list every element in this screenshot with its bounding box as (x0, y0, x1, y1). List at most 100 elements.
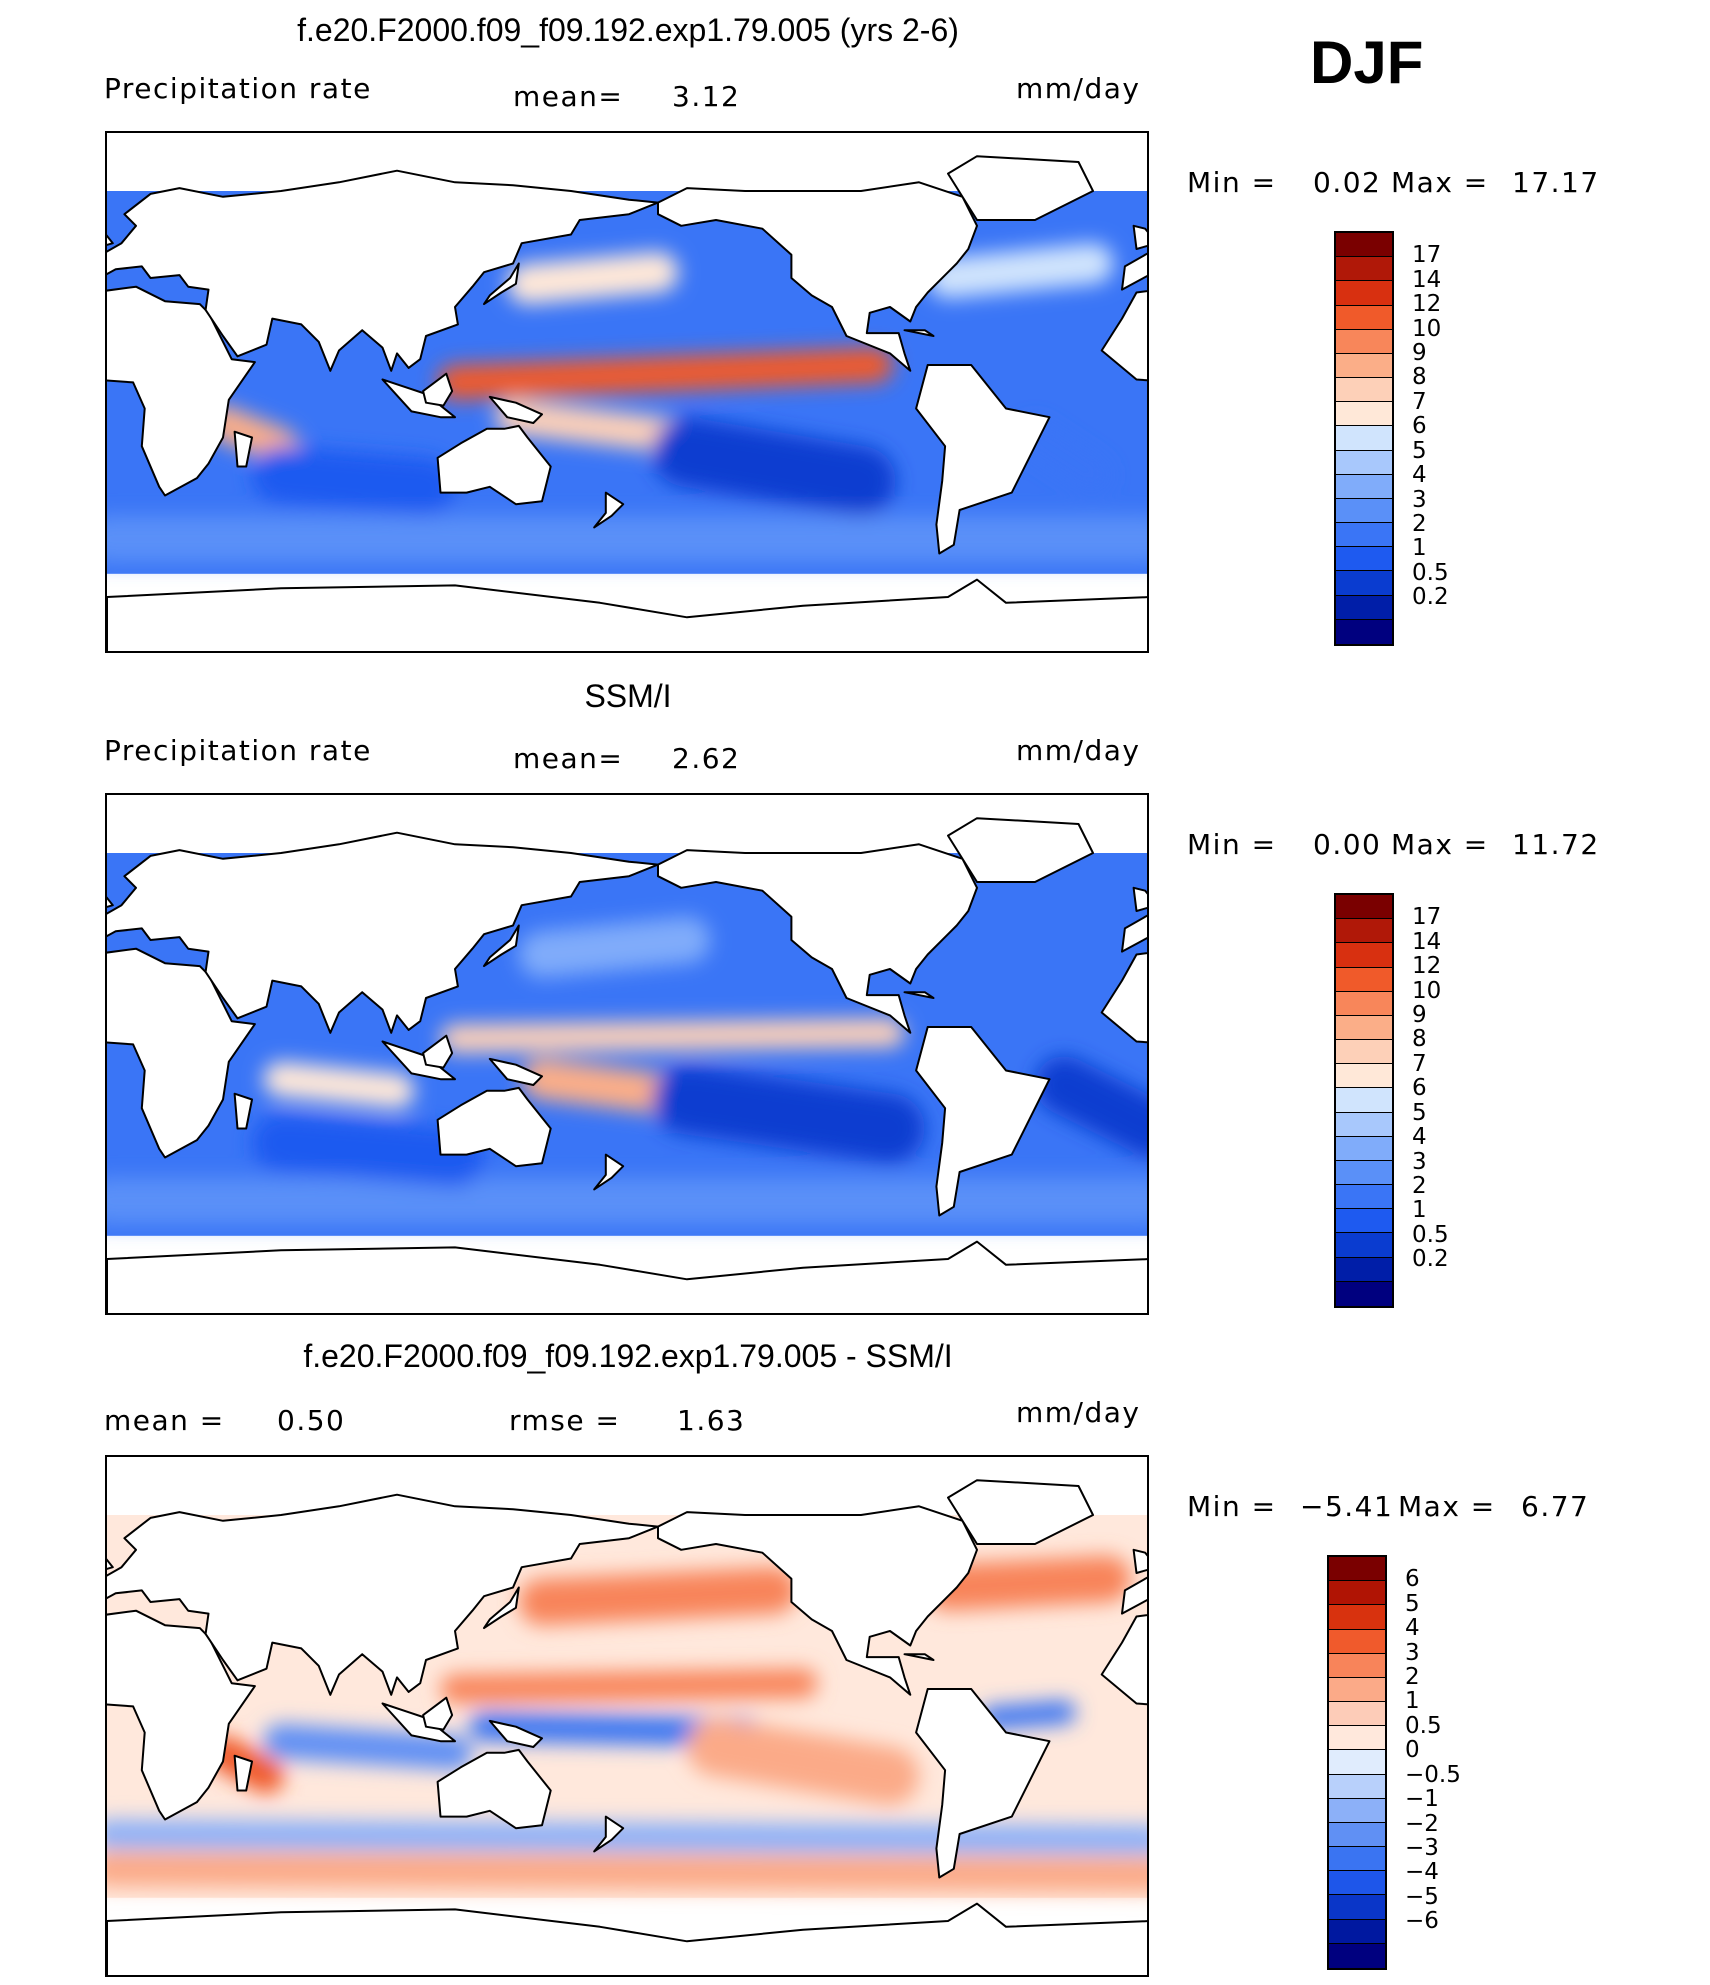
panel1-max-value: 17.17 (1512, 166, 1600, 199)
colorbar-segment (1336, 474, 1392, 499)
colorbar-tick-label: 10 (1412, 315, 1442, 342)
colorbar-tick-label: −0.5 (1405, 1761, 1461, 1788)
panel2-min-value: 0.00 (1313, 828, 1382, 861)
land-samerica (915, 1688, 1051, 1879)
land-australia (436, 1748, 552, 1830)
colorbar-tick-label: 12 (1412, 291, 1442, 318)
land-eurasia (1121, 914, 1147, 953)
panel1-min-label: Min = (1187, 166, 1277, 199)
colorbar-segment (1336, 378, 1392, 403)
colorbar-tick-label: 14 (1412, 266, 1442, 293)
field-feature (437, 347, 893, 400)
land-newguinea (488, 395, 543, 424)
colorbar-tick-label: 4 (1405, 1615, 1420, 1642)
panel1-map-svg (107, 155, 1147, 651)
panel3-title: f.e20.F2000.f09_f09.192.exp1.79.005 - SS… (303, 1338, 953, 1374)
land-cuba (903, 1653, 935, 1661)
colorbar-segment (1329, 1605, 1385, 1630)
land-antarctica (107, 578, 1147, 651)
colorbar-segment (1336, 426, 1392, 451)
colorbar-segment (1336, 943, 1392, 968)
land-uk (107, 234, 114, 246)
field-feature (927, 243, 1114, 299)
colorbar-segment (1329, 1750, 1385, 1775)
land-africa (1100, 1614, 1147, 1706)
colorbar-tick-label: 14 (1412, 928, 1442, 955)
panel3-min-value: −5.41 (1300, 1490, 1394, 1523)
colorbar-segment (1329, 1895, 1385, 1920)
panel1-title: f.e20.F2000.f09_f09.192.exp1.79.005 (yrs… (297, 12, 959, 48)
colorbar-tick-label: 0.5 (1412, 559, 1449, 586)
panel2-mean-label: mean= (513, 742, 624, 775)
colorbar-tick-label: 1 (1412, 535, 1427, 562)
panel2-colorbar (1334, 893, 1394, 1308)
colorbar-tick-label: 4 (1412, 1124, 1427, 1151)
land-newguinea (488, 1719, 543, 1748)
land-madagascar (233, 1754, 253, 1792)
panel3-rmse-label: rmse = (509, 1404, 621, 1437)
land-eurasia (1121, 252, 1147, 291)
colorbar-tick-label: −5 (1405, 1883, 1439, 1910)
field-feature (440, 1668, 818, 1704)
land-japan (483, 1586, 520, 1630)
land-uk (107, 1558, 114, 1570)
land-eurasia (1121, 1576, 1147, 1615)
colorbar-segment (1336, 967, 1392, 992)
land-madagascar (233, 1092, 253, 1130)
colorbar-segment (1329, 1581, 1385, 1606)
panel1-max-label: Max = (1391, 166, 1489, 199)
field-feature (107, 1819, 1147, 1855)
polar-mask (107, 1457, 1149, 1521)
colorbar-tick-label: 7 (1412, 388, 1427, 415)
panel3-max-value: 6.77 (1521, 1490, 1590, 1523)
field-feature (252, 1114, 484, 1187)
colorbar-segment (1336, 547, 1392, 572)
panel1-mean-label: mean= (513, 80, 624, 113)
field-feature (440, 1018, 905, 1054)
colorbar-tick-label: 0.2 (1412, 584, 1449, 611)
colorbar-segment (1336, 1040, 1392, 1065)
colorbar-segment (1336, 233, 1392, 258)
colorbar-tick-label: 2 (1412, 510, 1427, 537)
panel3-min-label: Min = (1187, 1490, 1277, 1523)
panel2-map-svg (107, 817, 1147, 1313)
panel1-mean-value: 3.12 (672, 80, 741, 113)
field-feature (687, 1718, 919, 1805)
colorbar-segment (1336, 1015, 1392, 1041)
colorbar-segment (1329, 1653, 1385, 1678)
panel3-map (105, 1455, 1149, 1977)
land-nz (593, 1153, 625, 1191)
land-antarctica (107, 1902, 1147, 1975)
colorbar-segment (1329, 1557, 1385, 1582)
panel1-colorbar (1334, 231, 1394, 646)
land-cuba (903, 991, 935, 999)
land-namerica (657, 181, 978, 372)
field-feature (263, 1061, 415, 1109)
colorbar-segment (1336, 1160, 1392, 1186)
colorbar-tick-label: −6 (1405, 1908, 1439, 1935)
colorbar-segment (1336, 329, 1392, 354)
field-feature (652, 417, 896, 516)
colorbar-segment (1336, 1185, 1392, 1210)
colorbar-tick-label: 2 (1412, 1172, 1427, 1199)
colorbar-segment (1336, 281, 1392, 306)
colorbar-segment (1329, 1629, 1385, 1654)
land-uk (1132, 886, 1147, 912)
colorbar-segment (1336, 991, 1392, 1016)
colorbar-tick-label: 10 (1412, 977, 1442, 1004)
land-seasia (381, 1702, 456, 1743)
land-greenland (947, 817, 1094, 883)
colorbar-segment (1329, 1871, 1385, 1896)
land-africa (1100, 952, 1147, 1044)
land-africa (1100, 290, 1147, 382)
colorbar-segment (1336, 450, 1392, 475)
colorbar-tick-label: 5 (1405, 1590, 1420, 1617)
panel2-min-label: Min = (1187, 828, 1277, 861)
land-borneo (422, 1696, 454, 1731)
land-nz (593, 1815, 625, 1853)
colorbar-segment (1336, 1112, 1392, 1137)
colorbar-tick-label: 8 (1412, 364, 1427, 391)
field-feature (518, 1567, 798, 1626)
land-uk (107, 896, 114, 908)
land-eurasia (107, 169, 659, 372)
